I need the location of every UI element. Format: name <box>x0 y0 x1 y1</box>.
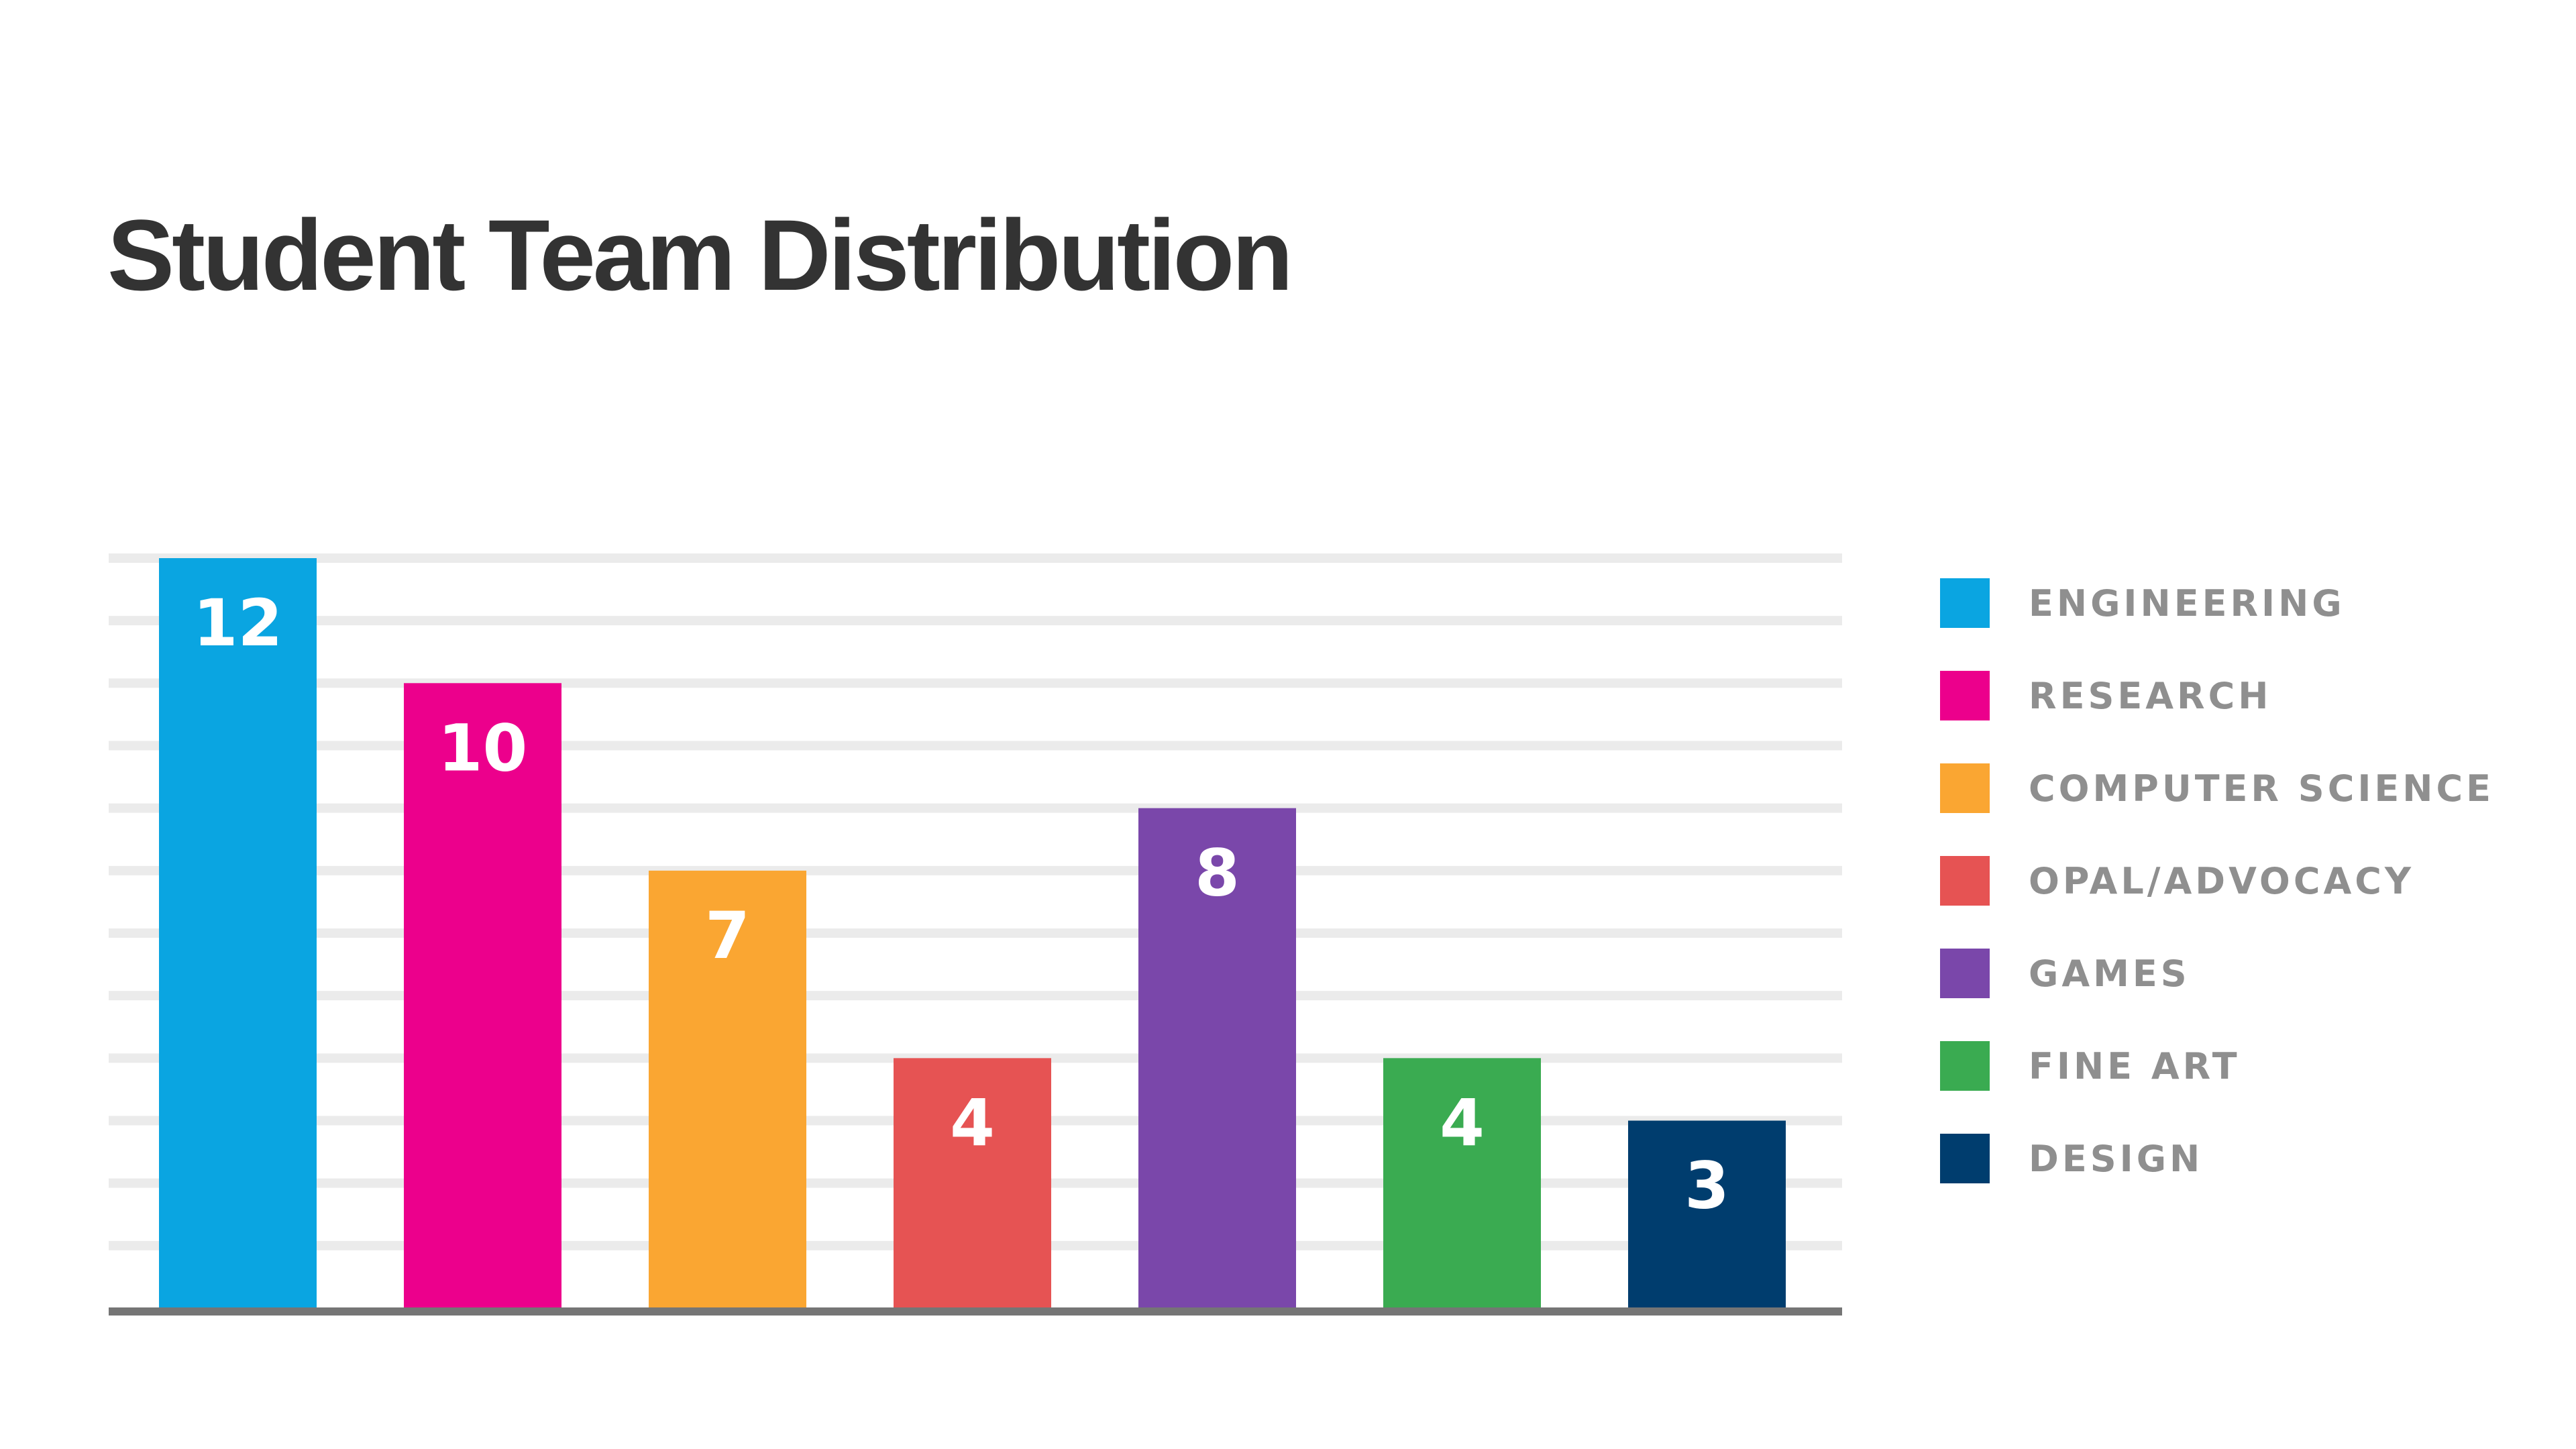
legend-label: DESIGN <box>2029 1138 2203 1180</box>
legend-item: COMPUTER SCIENCE <box>1940 763 2494 813</box>
bar-value-label: 4 <box>950 1085 995 1161</box>
bar-value-label: 3 <box>1684 1148 1729 1224</box>
bar-value-label: 10 <box>438 710 528 786</box>
bar-opal-advocacy <box>894 1058 1051 1308</box>
legend-label: GAMES <box>2029 953 2190 995</box>
legend-swatch <box>1940 949 1990 998</box>
legend-label: OPAL/ADVOCACY <box>2029 860 2414 902</box>
bar-engineering <box>159 558 317 1308</box>
bar-value-labels: 12 10 7 4 8 4 3 <box>193 586 1729 1224</box>
legend-swatch <box>1940 856 1990 906</box>
bars <box>159 558 1786 1308</box>
bar-fine-art <box>1383 1058 1541 1308</box>
legend-swatch <box>1940 578 1990 628</box>
legend-item: GAMES <box>1940 949 2190 998</box>
legend-swatch <box>1940 671 1990 720</box>
legend-item: FINE ART <box>1940 1041 2241 1091</box>
legend-item: RESEARCH <box>1940 671 2271 720</box>
bar-value-label: 8 <box>1195 836 1240 911</box>
legend-swatch <box>1940 1041 1990 1091</box>
bar-value-label: 12 <box>193 586 283 661</box>
bar-value-label: 4 <box>1440 1085 1485 1161</box>
legend-item: DESIGN <box>1940 1134 2203 1183</box>
legend-item: OPAL/ADVOCACY <box>1940 856 2414 906</box>
legend-label: COMPUTER SCIENCE <box>2029 767 2494 810</box>
legend-label: ENGINEERING <box>2029 582 2345 625</box>
bar-computer-science <box>649 870 806 1308</box>
legend-swatch <box>1940 1134 1990 1183</box>
legend: ENGINEERING RESEARCH COMPUTER SCIENCE OPAL/… <box>1940 578 2494 1183</box>
bar-design <box>1628 1120 1786 1308</box>
legend-label: FINE ART <box>2029 1045 2241 1087</box>
bar-research <box>404 683 561 1308</box>
legend-label: RESEARCH <box>2029 675 2271 717</box>
legend-item: ENGINEERING <box>1940 578 2345 628</box>
bar-games <box>1138 808 1296 1308</box>
legend-swatch <box>1940 763 1990 813</box>
chart-title: Student Team Distribution <box>107 199 1293 311</box>
bar-value-label: 7 <box>705 898 750 973</box>
